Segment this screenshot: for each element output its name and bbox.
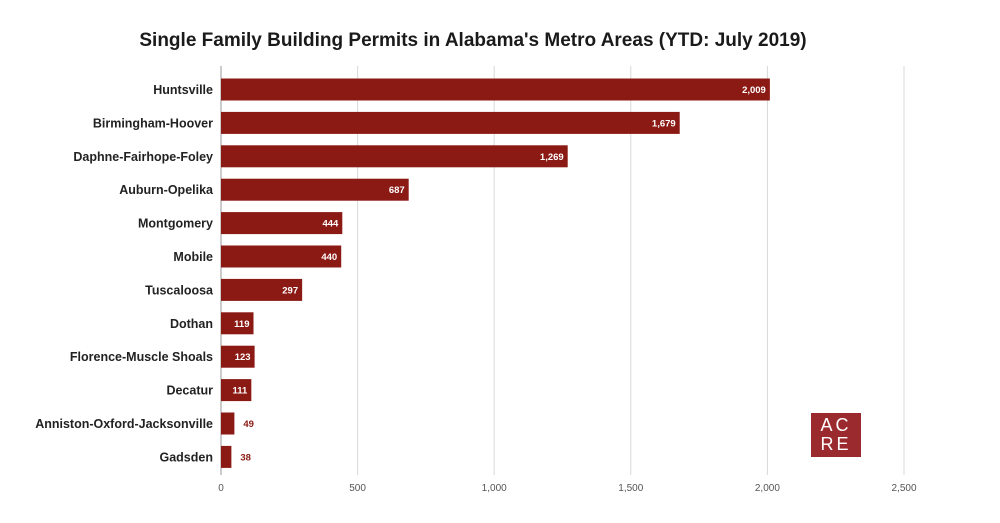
category-label: Daphne-Fairhope-Foley — [73, 150, 213, 164]
x-tick-label: 0 — [218, 483, 224, 494]
data-label: 38 — [240, 452, 251, 463]
data-label: 2,009 — [742, 85, 766, 96]
category-label: Florence-Muscle Shoals — [70, 350, 213, 364]
bar-daphne-fairhope-foley — [221, 145, 568, 168]
x-tick-label: 1,500 — [618, 483, 643, 494]
bar-anniston-oxford-jacksonville — [221, 412, 235, 435]
data-label: 119 — [234, 319, 249, 330]
x-tick-label: 1,000 — [482, 483, 507, 494]
bar-gadsden — [221, 445, 232, 468]
data-label: 687 — [389, 185, 405, 196]
data-label: 123 — [235, 352, 251, 363]
bar-huntsville — [221, 78, 770, 101]
x-tick-label: 2,000 — [755, 483, 780, 494]
x-tick-label: 500 — [349, 483, 366, 494]
chart-title: Single Family Building Permits in Alabam… — [139, 30, 807, 51]
x-tick-label: 2,500 — [891, 483, 916, 494]
bar-florence-muscle-shoals — [221, 345, 255, 368]
data-label: 297 — [282, 285, 298, 296]
data-label: 1,679 — [652, 118, 676, 129]
data-label: 49 — [243, 419, 254, 430]
acre-logo: AC RE — [811, 413, 861, 457]
data-label: 444 — [322, 219, 339, 230]
category-label: Tuscaloosa — [145, 283, 214, 297]
category-label: Huntsville — [153, 83, 213, 97]
category-label: Dothan — [170, 317, 213, 331]
data-label: 1,269 — [540, 152, 564, 163]
bar-tuscaloosa — [221, 278, 303, 301]
bar-dothan — [221, 312, 254, 335]
data-label: 440 — [321, 252, 337, 263]
bar-birmingham-hoover — [221, 111, 680, 134]
category-label: Gadsden — [160, 450, 214, 464]
category-label: Montgomery — [138, 217, 213, 231]
data-label: 111 — [233, 386, 249, 397]
logo-line-1: AC — [820, 415, 852, 435]
bar-montgomery — [221, 212, 343, 235]
category-label: Auburn-Opelika — [119, 183, 214, 197]
category-label: Anniston-Oxford-Jacksonville — [35, 417, 213, 431]
category-label: Decatur — [166, 384, 213, 398]
category-label: Birmingham-Hoover — [93, 116, 213, 130]
bar-auburn-opelika — [221, 178, 409, 201]
category-label: Mobile — [173, 250, 213, 264]
bar-decatur — [221, 379, 252, 402]
bar-mobile — [221, 245, 342, 268]
logo-line-2: RE — [820, 434, 852, 454]
